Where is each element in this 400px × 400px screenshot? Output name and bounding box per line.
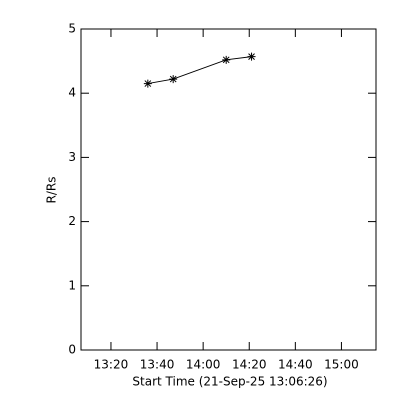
x-tick-label: 14:40 — [278, 358, 313, 372]
y-tick-label: 4 — [68, 86, 76, 100]
x-axis-label: Start Time (21-Sep-25 13:06:26) — [132, 375, 327, 389]
y-tick-label: 2 — [68, 214, 76, 228]
data-point — [169, 75, 178, 84]
x-tick-label: 13:40 — [140, 358, 175, 372]
plot-frame — [80, 28, 377, 351]
x-tick-label: 14:00 — [186, 358, 221, 372]
data-point — [143, 79, 152, 88]
x-tick-label: 13:20 — [94, 358, 129, 372]
data-line — [147, 56, 252, 85]
y-tick-label: 3 — [68, 150, 76, 164]
x-tick-label: 14:20 — [232, 358, 267, 372]
data-point — [247, 52, 256, 61]
x-tick-label: 15:00 — [324, 358, 359, 372]
data-point — [222, 55, 231, 64]
y-tick-label: 0 — [68, 343, 76, 357]
y-tick-label: 5 — [68, 22, 76, 36]
y-axis-label: R/Rs — [45, 177, 59, 204]
y-tick-label: 1 — [68, 278, 76, 292]
